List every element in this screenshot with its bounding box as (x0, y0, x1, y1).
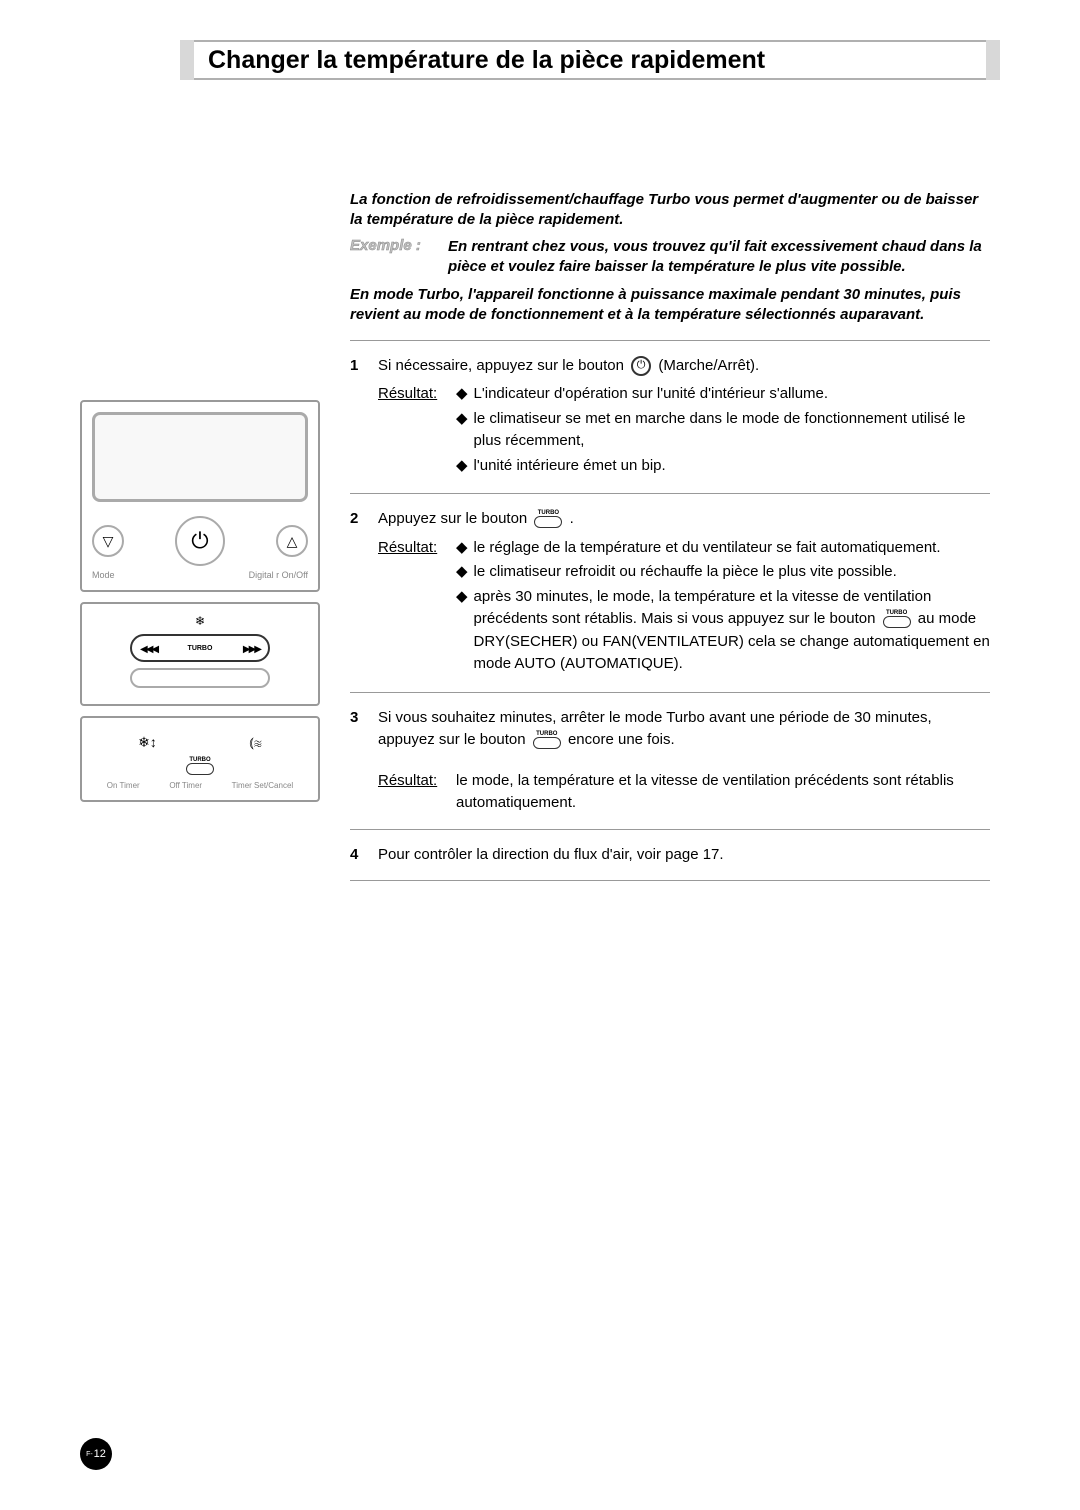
separator (350, 340, 990, 341)
step-1-bullet-2: le climatiseur se met en marche dans le … (474, 408, 990, 453)
step-number: 4 (350, 844, 364, 867)
bullet-icon: ◆ (456, 455, 468, 478)
remote-mid-panel: ❄ TURBO (80, 602, 320, 706)
mode-label: Mode (92, 570, 115, 580)
step-1-bullet-3: l'unité intérieure émet un bip. (474, 455, 666, 478)
bullet-icon: ◆ (456, 383, 468, 406)
step-3: 3 Si vous souhaitez minutes, arrêter le … (350, 707, 990, 815)
power-button-illustration: ⏻ (175, 516, 225, 566)
off-timer-label: Off Timer (169, 781, 202, 790)
step-1-bullet-1: L'indicateur d'opération sur l'unité d'i… (474, 383, 829, 406)
airflow-icon: ⦅≋ (249, 734, 262, 751)
step-number: 1 (350, 355, 364, 480)
turbo-icon: TURBO (533, 731, 561, 749)
intro-paragraph-1: La fonction de refroidissement/chauffage… (350, 190, 990, 231)
example-text: En rentrant chez vous, vous trouvez qu'i… (448, 237, 990, 278)
example-label: Exemple : (350, 237, 434, 278)
step-2-text-before: Appuyez sur le bouton (378, 510, 531, 527)
turbo-label: TURBO (188, 645, 213, 652)
step-3-resultat-text: le mode, la température et la vitesse de… (456, 772, 954, 812)
turbo-icon: TURBO (534, 510, 562, 528)
title-bar-cap-right (986, 40, 1000, 80)
step-3-text-after: encore une fois. (564, 731, 675, 748)
step-4-text: Pour contrôler la direction du flux d'ai… (378, 846, 724, 863)
digital-onoff-label: Digital r On/Off (249, 570, 308, 580)
turbo-icon: TURBO (883, 610, 911, 628)
step-4: 4 Pour contrôler la direction du flux d'… (350, 844, 990, 867)
step-1-text-before: Si nécessaire, appuyez sur le bouton (378, 357, 628, 374)
timer-set-label: Timer Set/Cancel (232, 781, 294, 790)
step-1: 1 Si nécessaire, appuyez sur le bouton ⏻… (350, 355, 990, 480)
power-icon: ⏻ (631, 356, 651, 376)
turbo-button-illustration: TURBO (130, 634, 270, 662)
resultat-label: Résultat: (378, 383, 446, 479)
title-bar-cap-left (180, 40, 194, 80)
swing-icon: ❄↕ (138, 734, 157, 751)
step-2-bullet-2: le climatiseur refroidit ou réchauffe la… (474, 561, 897, 584)
separator (350, 493, 990, 494)
blank-pill (130, 668, 270, 688)
step-2-text-after: . (565, 510, 573, 527)
bullet-icon: ◆ (456, 537, 468, 560)
page-prefix: F- (86, 1451, 93, 1458)
bullet-icon: ◆ (456, 586, 468, 676)
step-2-bullet-1: le réglage de la température et du venti… (474, 537, 941, 560)
remote-illustrations: ▽ ⏻ △ Mode Digital r On/Off ❄ TURBO (80, 190, 320, 895)
snowflake-icon: ❄ (92, 614, 308, 628)
temp-up-button: △ (276, 525, 308, 557)
separator (350, 692, 990, 693)
separator (350, 880, 990, 881)
page-number: 12 (94, 1448, 106, 1460)
step-1-text-after: (Marche/Arrêt). (654, 357, 759, 374)
step-number: 3 (350, 707, 364, 815)
bullet-icon: ◆ (456, 408, 468, 453)
on-timer-label: On Timer (107, 781, 140, 790)
step-2-bullet-3: après 30 minutes, le mode, la températur… (474, 586, 990, 676)
turbo-arrows-left-icon (140, 639, 157, 657)
separator (350, 829, 990, 830)
intro-paragraph-2: En mode Turbo, l'appareil fonctionne à p… (350, 285, 990, 326)
remote-screen (92, 412, 308, 502)
remote-top-panel: ▽ ⏻ △ Mode Digital r On/Off (80, 400, 320, 592)
instruction-text: La fonction de refroidissement/chauffage… (350, 190, 990, 895)
step-number: 2 (350, 508, 364, 678)
temp-down-button: ▽ (92, 525, 124, 557)
remote-bottom-panel: ❄↕ ⦅≋ TURBO On Timer Off Timer Timer Set… (80, 716, 320, 802)
page-number-badge: F-12 (80, 1438, 112, 1470)
turbo-arrows-right-icon (243, 639, 260, 657)
turbo-mini-icon: TURBO (183, 757, 217, 775)
resultat-label: Résultat: (378, 770, 446, 815)
page-title: Changer la température de la pièce rapid… (194, 40, 986, 80)
title-bar: Changer la température de la pièce rapid… (180, 40, 1000, 80)
bullet-icon: ◆ (456, 561, 468, 584)
resultat-label: Résultat: (378, 537, 446, 678)
step-2: 2 Appuyez sur le bouton TURBO . Résultat… (350, 508, 990, 678)
